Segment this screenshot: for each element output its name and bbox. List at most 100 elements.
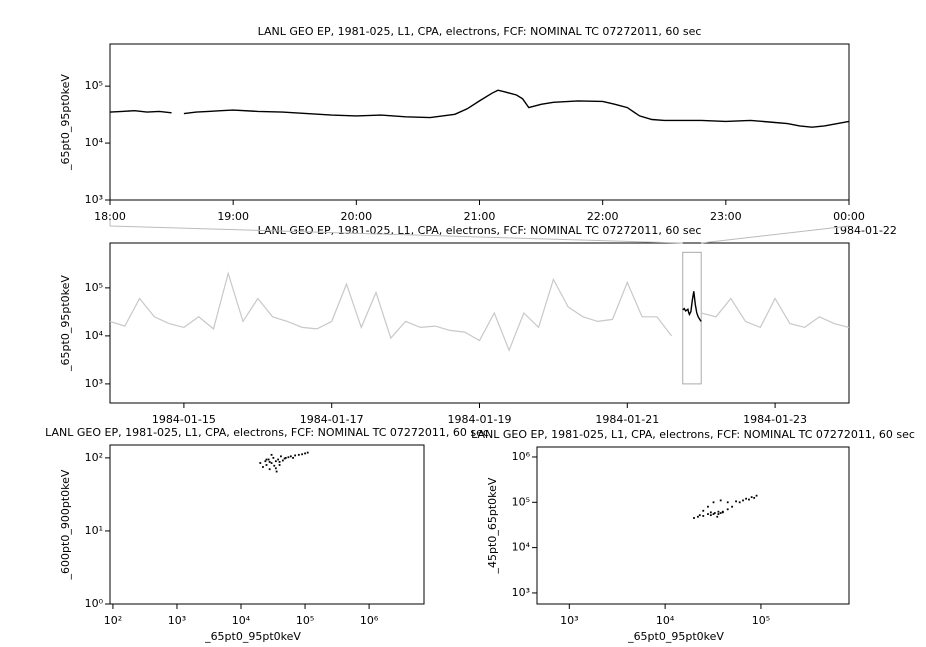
data-point [709, 514, 712, 517]
y-axis-label: _65pt0_95pt0keV [59, 74, 72, 171]
data-point [274, 460, 277, 463]
data-point [292, 456, 294, 459]
data-point [713, 512, 716, 514]
data-point [697, 515, 699, 518]
data-point [707, 513, 709, 515]
chart-title: LANL GEO EP, 1981-025, L1, CPA, electron… [258, 25, 702, 38]
y-tick-label: 10⁵ [512, 495, 530, 508]
x-tick-label: 1984-01-23 [743, 413, 807, 426]
x-tick-label: 23:00 [710, 210, 742, 223]
data-point [264, 460, 267, 463]
data-point [707, 505, 709, 508]
data-point [265, 464, 268, 466]
data-point [275, 470, 278, 473]
zoom-connector [109, 225, 683, 244]
x-tick-label: 18:00 [94, 210, 126, 223]
data-point [702, 515, 705, 517]
x-axis-label: _65pt0_95pt0keV [204, 630, 301, 643]
data-point [716, 515, 719, 518]
data-point [742, 499, 744, 502]
x-tick-label: 20:00 [340, 210, 372, 223]
data-point [726, 508, 729, 511]
x-tick-label: 10⁵ [296, 614, 314, 627]
y-tick-label: 10⁴ [85, 136, 104, 149]
data-point [738, 501, 741, 504]
data-point [301, 453, 304, 456]
data-point [753, 497, 756, 499]
plot-frame [109, 444, 425, 605]
x-tick-label: 10³ [560, 614, 578, 627]
data-point [304, 452, 306, 455]
data-line [109, 89, 850, 128]
plot-frame [109, 43, 850, 201]
x-tick-label: 10³ [168, 614, 186, 627]
y-tick-label: 10³ [512, 586, 530, 599]
y-tick-label: 10⁴ [85, 329, 104, 342]
y-axis-label: _45pt0_65pt0keV [486, 477, 499, 574]
data-point [273, 464, 276, 467]
y-axis-label: _600pt0_900pt0keV [59, 469, 72, 580]
y-tick-label: 10² [85, 451, 103, 464]
x-axis-label: _65pt0_95pt0keV [627, 630, 724, 643]
data-point [726, 501, 729, 504]
zoom-box [682, 251, 702, 385]
x-tick-label: 1984-01-17 [300, 413, 364, 426]
x-date-label: 1984-01-22 [833, 224, 897, 237]
data-point [297, 453, 300, 456]
data-point [709, 511, 712, 514]
x-tick-label: 1984-01-19 [448, 413, 512, 426]
data-point [268, 461, 271, 463]
x-tick-label: 10⁴ [232, 614, 251, 627]
x-tick-label: 00:00 [833, 210, 865, 223]
x-tick-label: 22:00 [587, 210, 619, 223]
data-point [750, 496, 753, 499]
data-point [270, 453, 273, 456]
data-point [281, 459, 284, 462]
data-point [278, 464, 281, 466]
data-point [702, 509, 705, 512]
x-tick-label: 1984-01-21 [595, 413, 659, 426]
y-tick-label: 10⁵ [85, 281, 103, 294]
data-point [712, 513, 715, 515]
data-point [755, 494, 758, 497]
chart-title: LANL GEO EP, 1981-025, L1, CPA, electron… [45, 426, 489, 439]
data-point [719, 512, 722, 514]
plot-frame [109, 242, 850, 404]
data-line [682, 291, 702, 322]
plot-frame [536, 446, 850, 605]
data-point [265, 458, 268, 461]
data-point [280, 455, 282, 458]
data-point [287, 456, 290, 459]
data-point [748, 498, 750, 501]
data-point [693, 517, 695, 519]
y-tick-label: 10⁰ [85, 597, 104, 610]
x-tick-label: 21:00 [464, 210, 496, 223]
data-point [283, 457, 286, 460]
y-tick-label: 10³ [85, 377, 103, 390]
data-point [717, 513, 720, 515]
data-point [717, 510, 720, 513]
x-tick-label: 10⁴ [656, 614, 675, 627]
y-tick-label: 10¹ [85, 524, 103, 537]
data-point [698, 514, 701, 517]
data-point [294, 454, 297, 457]
chart-title: LANL GEO EP, 1981-025, L1, CPA, electron… [258, 224, 702, 237]
data-point [721, 511, 724, 514]
data-point [719, 499, 722, 502]
data-point [284, 456, 287, 459]
y-tick-label: 10⁶ [512, 450, 531, 463]
data-point [267, 458, 270, 461]
data-point [262, 466, 264, 468]
x-tick-label: 10² [104, 614, 122, 627]
data-point [278, 461, 281, 463]
data-point [712, 501, 715, 504]
data-point [268, 468, 271, 471]
x-tick-label: 19:00 [217, 210, 249, 223]
data-point [306, 451, 309, 454]
zoom-connector [701, 225, 850, 244]
data-point [277, 458, 280, 461]
y-axis-label: _65pt0_95pt0keV [59, 275, 72, 372]
x-tick-label: 10⁵ [752, 614, 770, 627]
x-tick-label: 1984-01-15 [152, 413, 216, 426]
